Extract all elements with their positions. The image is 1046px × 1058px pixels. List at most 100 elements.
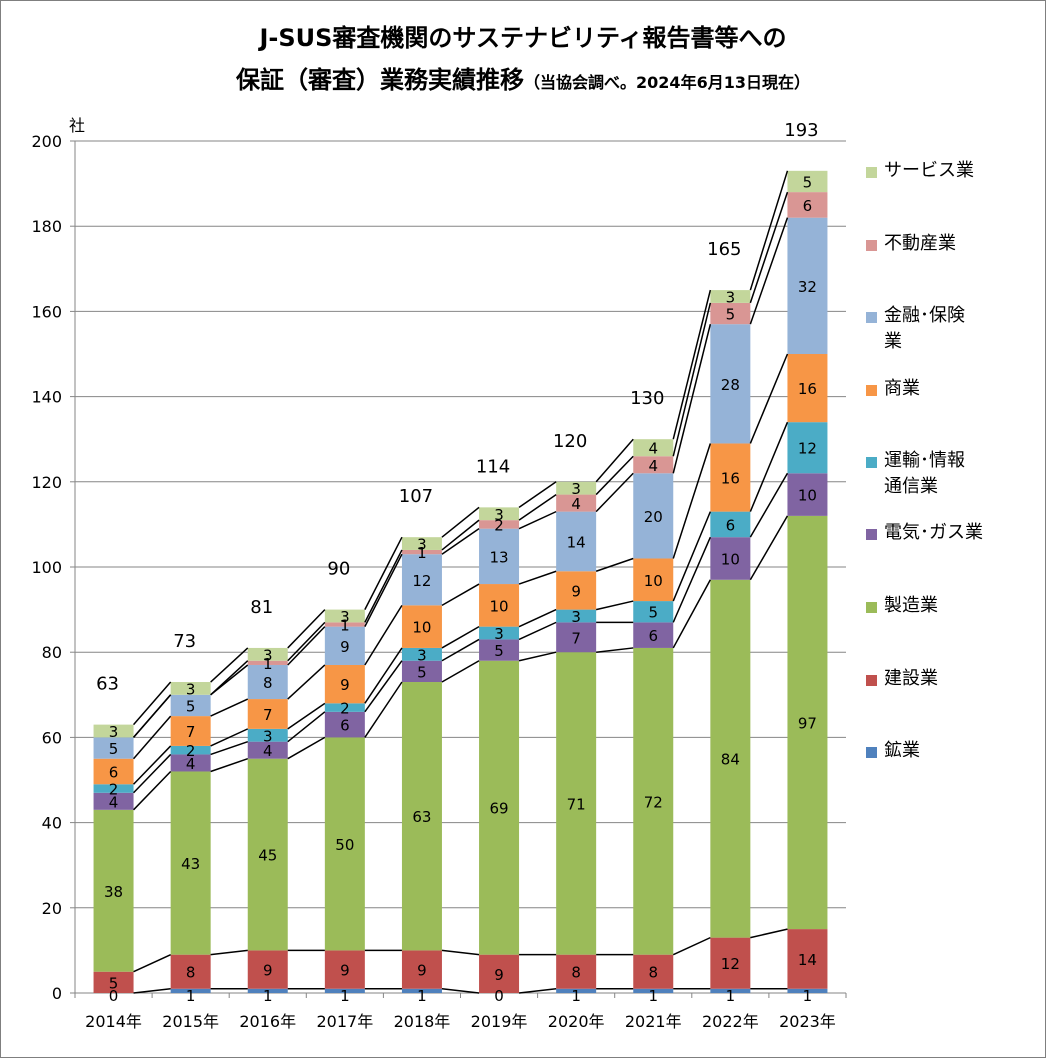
series-line (595, 455, 634, 496)
series-line (287, 664, 326, 700)
data-label: 10 (798, 487, 817, 505)
bar-segment (787, 192, 828, 218)
bar-segment (324, 622, 365, 627)
series-line (133, 745, 172, 785)
data-label: 3 (571, 480, 581, 498)
data-label: 12 (798, 440, 817, 458)
data-label: 6 (109, 763, 119, 781)
data-label: 2 (186, 742, 196, 760)
series-line (441, 949, 480, 956)
bar-segment (787, 988, 828, 993)
total-label: 73 (173, 631, 196, 652)
data-label: 4 (648, 440, 658, 458)
bar-segment (247, 660, 288, 665)
data-label: 16 (721, 470, 740, 488)
y-tick-label: 100 (31, 558, 62, 577)
y-tick-label: 120 (31, 473, 62, 492)
data-label: 3 (417, 536, 427, 554)
bar-segment (93, 724, 134, 738)
bar-segment (170, 771, 211, 955)
data-label: 20 (644, 508, 663, 526)
bar-segment (710, 537, 751, 580)
bar-segment (170, 682, 211, 695)
y-tick-label: 140 (31, 388, 62, 407)
data-label: 1 (726, 987, 736, 1005)
bar-segment (479, 660, 520, 955)
legend-swatch (866, 457, 877, 468)
series-line (133, 953, 171, 973)
series-line (364, 647, 403, 704)
bar-segment (324, 988, 365, 993)
series-line (210, 740, 248, 756)
bar-segment (633, 558, 674, 602)
series-line (518, 493, 557, 521)
bar-segment (170, 988, 211, 993)
y-tick-label: 60 (42, 728, 62, 747)
data-label: 7 (186, 723, 196, 741)
series-line (749, 217, 789, 325)
legend-label: サービス業 (884, 160, 974, 181)
series-line (595, 438, 634, 483)
data-label: 1 (803, 987, 813, 1005)
x-tick-label: 2018年 (394, 1012, 451, 1031)
series-line (672, 511, 712, 602)
series-line (287, 711, 326, 743)
x-tick-label: 2016年 (239, 1012, 296, 1031)
bar-segment (556, 622, 597, 653)
data-label: 5 (726, 306, 736, 324)
bar-segment (787, 354, 828, 423)
bar-segment (93, 737, 134, 759)
chart-title-sub: （当協会調べ。2024年6月13日現在） (524, 73, 810, 92)
series-line (595, 472, 634, 513)
bar-segment (247, 741, 288, 759)
chart-title-line1: J-SUS審査機関のサステナビリティ報告書等への (259, 24, 787, 52)
legend-label: 業 (884, 331, 902, 352)
series-line (441, 583, 480, 606)
bar-segment (401, 660, 442, 683)
data-label: 72 (644, 793, 663, 811)
series-line (287, 736, 326, 760)
data-label: 9 (263, 962, 273, 980)
series-line (364, 536, 403, 610)
data-label: 10 (644, 572, 663, 590)
bar-segment (324, 626, 365, 665)
series-line (749, 191, 789, 304)
bar-segment (247, 758, 288, 951)
legend-swatch (866, 167, 877, 178)
bar-segment (479, 954, 520, 993)
bar-segment (556, 494, 597, 512)
data-label: 4 (186, 755, 196, 773)
series-line (210, 647, 249, 683)
bar-segment (479, 626, 520, 640)
y-tick-label: 40 (42, 814, 62, 833)
data-label: 3 (109, 723, 119, 741)
bar-segment (324, 609, 365, 623)
bar-segment (93, 784, 134, 793)
data-label: 3 (571, 608, 581, 626)
series-line (596, 647, 634, 653)
data-label: 32 (798, 278, 817, 296)
bar-segment (787, 515, 828, 930)
data-label: 4 (263, 742, 273, 760)
series-line (441, 987, 480, 994)
series-line (210, 698, 249, 717)
bar-segment (401, 682, 442, 951)
series-line (287, 621, 326, 662)
data-label: 4 (648, 457, 658, 475)
series-line (287, 626, 326, 666)
bar-segment (787, 422, 828, 474)
series-line (595, 557, 634, 572)
data-label: 16 (798, 380, 817, 398)
data-label: 9 (340, 676, 350, 694)
bar-segment (633, 988, 674, 993)
series-line (441, 625, 480, 649)
y-tick-label: 160 (31, 302, 62, 321)
bar-segment (556, 652, 597, 955)
data-label: 7 (263, 706, 273, 724)
bar-segment (247, 699, 288, 729)
legend-label: 運輸･情報 (884, 450, 965, 471)
data-label: 1 (417, 987, 427, 1005)
bar-segment (710, 443, 751, 512)
x-tick-label: 2017年 (316, 1012, 373, 1031)
